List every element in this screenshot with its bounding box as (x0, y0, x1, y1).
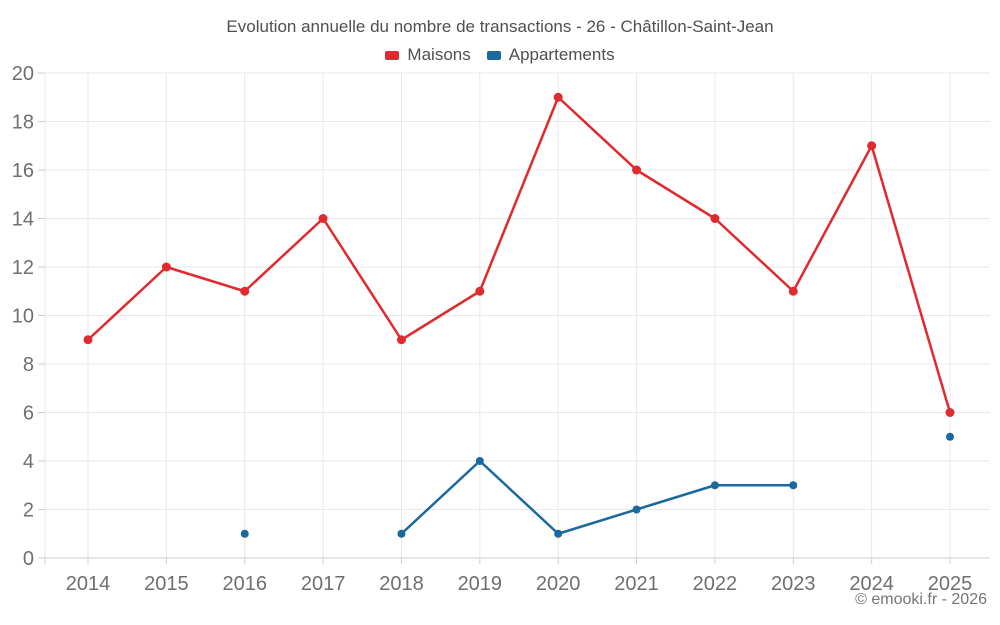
x-tick-label: 2019 (458, 573, 503, 595)
x-tick-label: 2017 (301, 573, 346, 595)
y-tick-label: 0 (23, 548, 34, 570)
legend-label-appartements: Appartements (508, 45, 615, 64)
x-tick-label: 2021 (614, 573, 659, 595)
x-tick-label: 2024 (849, 573, 894, 595)
y-tick-label: 14 (12, 209, 34, 231)
data-point-appartements[interactable] (240, 529, 249, 538)
x-tick-label: 2016 (222, 573, 267, 595)
legend-item-maisons[interactable]: Maisons (385, 45, 471, 65)
data-point-appartements[interactable] (946, 432, 954, 441)
y-tick-label: 10 (12, 306, 34, 328)
data-point-appartements[interactable] (554, 529, 563, 538)
y-tick-label: 4 (23, 451, 34, 473)
data-point-maisons[interactable] (161, 262, 171, 272)
y-tick-label: 2 (23, 500, 34, 522)
data-point-maisons[interactable] (867, 141, 877, 151)
data-point-maisons[interactable] (475, 286, 485, 296)
legend-label-maisons: Maisons (407, 45, 471, 64)
x-tick-label: 2022 (693, 573, 738, 595)
y-tick-label: 12 (12, 257, 34, 279)
data-point-maisons[interactable] (710, 214, 720, 223)
data-point-appartements[interactable] (632, 505, 641, 514)
series-line-maisons (86, 96, 952, 414)
maisons-series-swatch-icon (385, 50, 400, 60)
y-tick-label: 18 (12, 112, 34, 134)
y-tick-label: 6 (23, 403, 34, 425)
data-point-maisons[interactable] (632, 165, 642, 175)
x-tick-label: 2020 (536, 573, 581, 595)
series-line-appartements (400, 459, 795, 535)
x-tick-label: 2014 (66, 573, 111, 595)
chart-title: Evolution annuelle du nombre de transact… (226, 17, 774, 36)
data-point-maisons[interactable] (788, 286, 798, 296)
y-tick-label: 8 (23, 354, 34, 376)
data-point-maisons[interactable] (553, 92, 563, 102)
legend-item-appartements[interactable]: Appartements (486, 45, 615, 65)
x-tick-label: 2023 (771, 573, 816, 595)
x-tick-label: 2025 (928, 573, 973, 595)
data-point-maisons[interactable] (945, 408, 955, 417)
legend: Maisons Appartements (0, 44, 1000, 66)
data-point-maisons[interactable] (240, 286, 250, 296)
data-point-maisons[interactable] (396, 335, 406, 345)
data-point-maisons[interactable] (318, 214, 328, 223)
x-tick-label: 2015 (144, 573, 189, 595)
data-point-appartements[interactable] (475, 457, 484, 465)
copyright: © emooki.fr - 2026 (855, 591, 987, 608)
y-tick-label: 16 (12, 160, 34, 182)
data-point-appartements[interactable] (397, 529, 406, 538)
data-point-appartements[interactable] (789, 481, 798, 490)
y-tick-label: 20 (12, 63, 34, 85)
data-point-appartements[interactable] (710, 481, 719, 490)
x-tick-label: 2018 (379, 573, 424, 595)
appartements-series-swatch-icon (486, 50, 501, 60)
data-point-maisons[interactable] (83, 335, 93, 345)
